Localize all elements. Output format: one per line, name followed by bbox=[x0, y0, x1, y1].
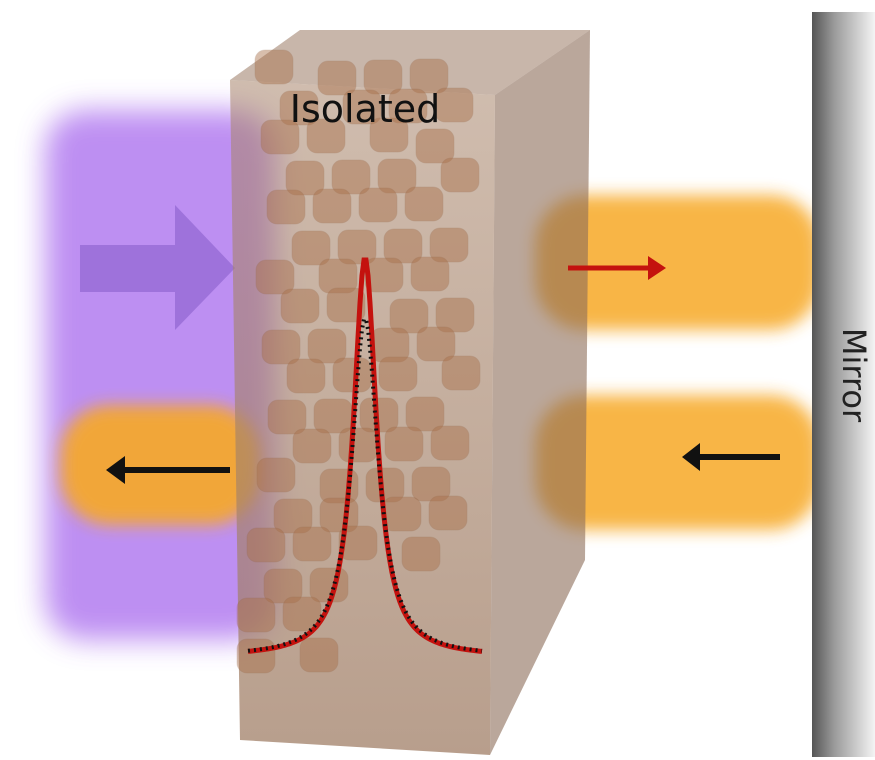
molecule bbox=[411, 257, 449, 291]
box-side bbox=[490, 30, 590, 755]
molecule bbox=[402, 537, 440, 571]
molecule bbox=[379, 357, 417, 391]
title: Isolated bbox=[290, 87, 441, 131]
molecule bbox=[435, 88, 473, 122]
molecule bbox=[255, 50, 293, 84]
mirror-label: Mirror bbox=[835, 328, 873, 423]
output-beam-left bbox=[60, 405, 260, 525]
molecule bbox=[293, 527, 331, 561]
molecule bbox=[281, 289, 319, 323]
molecule bbox=[247, 528, 285, 562]
molecule bbox=[333, 358, 371, 392]
molecule bbox=[385, 427, 423, 461]
molecule bbox=[441, 158, 479, 192]
molecule bbox=[431, 426, 469, 460]
molecule bbox=[442, 356, 480, 390]
molecule bbox=[257, 458, 295, 492]
diagram: Isolated Mirror bbox=[0, 0, 875, 760]
molecule bbox=[293, 429, 331, 463]
molecule bbox=[300, 638, 338, 672]
molecule bbox=[267, 190, 305, 224]
molecule bbox=[237, 639, 275, 673]
molecule bbox=[405, 187, 443, 221]
molecule bbox=[237, 598, 275, 632]
molecule bbox=[359, 188, 397, 222]
molecule bbox=[313, 189, 351, 223]
molecule bbox=[429, 496, 467, 530]
molecule bbox=[310, 568, 348, 602]
molecule bbox=[339, 428, 377, 462]
molecule bbox=[383, 497, 421, 531]
molecule bbox=[287, 359, 325, 393]
